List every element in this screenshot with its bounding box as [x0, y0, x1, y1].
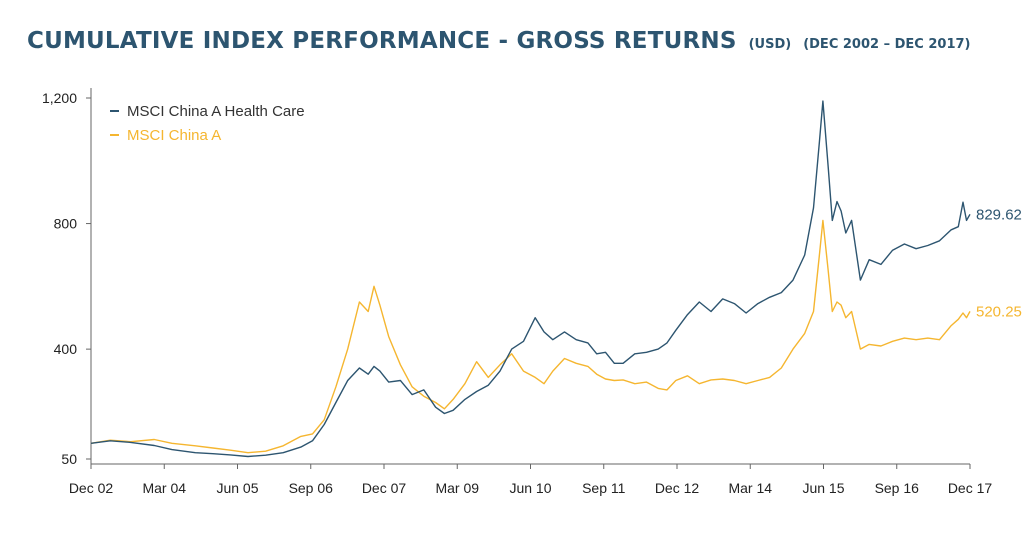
x-tick-label: Jun 05	[216, 480, 258, 496]
x-tick-label: Sep 11	[582, 480, 626, 496]
x-tick-label: Sep 16	[875, 480, 920, 496]
x-tick-label: Jun 10	[509, 480, 551, 496]
chart-title: CUMULATIVE INDEX PERFORMANCE - GROSS RET…	[27, 28, 737, 54]
legend-item-health-care-label: MSCI China A Health Care	[127, 103, 305, 120]
x-tick-label: Dec 12	[655, 480, 700, 496]
y-tick-label: 50	[61, 451, 77, 467]
x-tick-label: Dec 17	[948, 480, 993, 496]
period-label: (DEC 2002 – DEC 2017)	[803, 37, 971, 52]
y-tick-label: 400	[54, 341, 78, 357]
x-tick-label: Sep 06	[289, 480, 334, 496]
x-tick-label: Mar 09	[435, 480, 479, 496]
end-label-china-a: 520.25	[976, 303, 1022, 320]
x-tick-label: Mar 14	[728, 480, 772, 496]
series-line-health-care	[90, 100, 971, 458]
series-line-china-a	[90, 219, 971, 454]
end-label-health-care: 829.62	[976, 206, 1022, 223]
y-tick-label: 800	[54, 216, 78, 232]
x-tick-label: Mar 04	[142, 480, 186, 496]
x-tick-label: Dec 07	[362, 480, 407, 496]
x-tick-label: Dec 02	[69, 480, 114, 496]
chart-title-row: CUMULATIVE INDEX PERFORMANCE - GROSS RET…	[27, 28, 970, 54]
currency-label: (USD)	[748, 37, 792, 52]
y-tick-label: 1,200	[42, 90, 77, 106]
legend-item-china-a-label: MSCI China A	[127, 127, 221, 144]
x-tick-label: Jun 15	[802, 480, 844, 496]
